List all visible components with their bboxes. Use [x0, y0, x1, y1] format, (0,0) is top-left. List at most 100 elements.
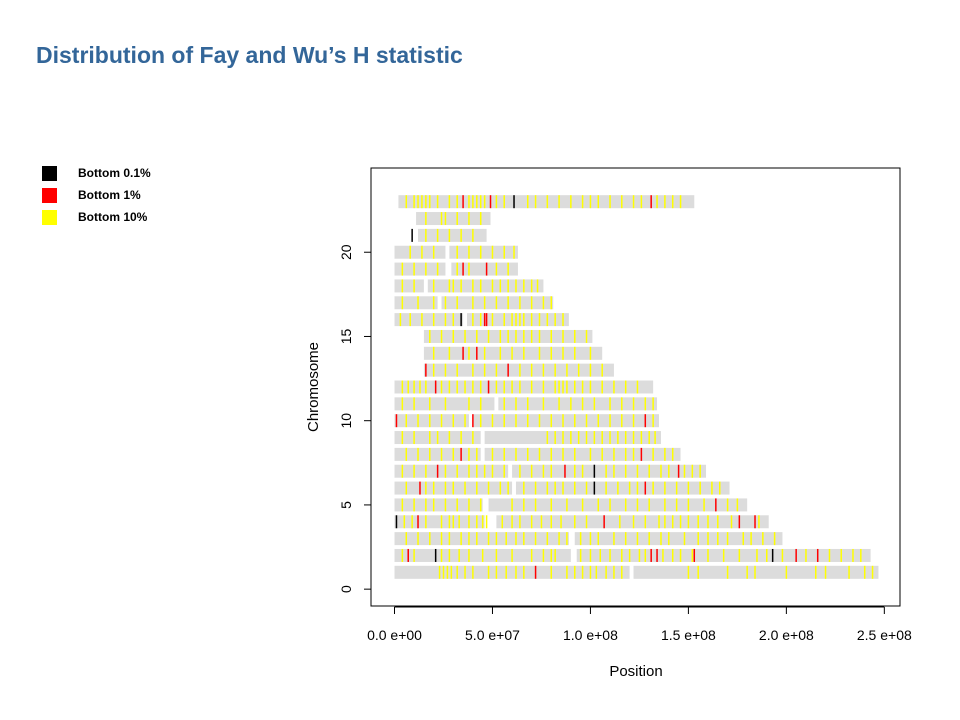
- mark-bottom-10: [609, 548, 611, 562]
- mark-bottom-10: [593, 397, 596, 411]
- legend-item-bottom-0-1: Bottom 0.1%: [42, 162, 151, 184]
- mark-bottom-10: [585, 515, 588, 529]
- mark-bottom-10: [401, 262, 404, 276]
- legend-swatch-black: [42, 165, 57, 181]
- mark-bottom-10: [589, 380, 592, 394]
- mark-bottom-10: [687, 481, 690, 495]
- mark-bottom-10: [429, 414, 431, 428]
- mark-bottom-10: [530, 548, 533, 562]
- mark-bottom-10: [664, 447, 666, 461]
- mark-bottom-10: [550, 447, 553, 461]
- mark-bottom-10: [487, 329, 490, 343]
- mark-bottom-10: [507, 279, 509, 293]
- mark-bottom-10: [589, 346, 592, 360]
- chromosome-segment: [488, 498, 748, 512]
- mark-bottom-10: [448, 380, 451, 394]
- mark-bottom-10: [464, 329, 466, 343]
- mark-bottom-10: [654, 431, 656, 445]
- mark-bottom-10: [621, 414, 623, 428]
- mark-bottom-10: [707, 515, 709, 529]
- mark-bottom-10: [534, 532, 537, 546]
- mark-bottom-10: [644, 548, 647, 562]
- mark-bottom-10: [458, 515, 460, 529]
- mark-bottom-10: [487, 481, 490, 495]
- mark-bottom-10: [476, 195, 478, 209]
- mark-bottom-10: [664, 195, 666, 209]
- mark-bottom-1: [417, 515, 419, 529]
- mark-bottom-10: [652, 447, 654, 461]
- mark-bottom-10: [664, 481, 666, 495]
- mark-bottom-10: [558, 380, 560, 394]
- mark-bottom-10: [585, 431, 588, 445]
- mark-bottom-10: [476, 447, 478, 461]
- mark-bottom-10: [448, 532, 451, 546]
- mark-bottom-10: [617, 481, 619, 495]
- mark-bottom-10: [613, 565, 615, 579]
- mark-bottom-10: [432, 245, 435, 259]
- mark-bottom-10: [750, 532, 752, 546]
- mark-bottom-10: [405, 195, 408, 209]
- mark-bottom-10: [609, 414, 611, 428]
- mark-bottom-10: [507, 296, 509, 310]
- mark-bottom-10: [485, 515, 488, 529]
- mark-bottom-10: [687, 565, 690, 579]
- mark-bottom-10: [746, 565, 748, 579]
- mark-bottom-10: [636, 498, 639, 512]
- legend-swatch-yellow: [42, 209, 57, 225]
- mark-bottom-10: [429, 397, 431, 411]
- mark-bottom-10: [476, 329, 478, 343]
- mark-bottom-10: [538, 329, 541, 343]
- mark-bottom-0-1: [395, 515, 398, 529]
- mark-bottom-10: [503, 195, 505, 209]
- mark-bottom-10: [479, 279, 482, 293]
- mark-bottom-0-1: [593, 464, 596, 478]
- mark-bottom-10: [546, 195, 549, 209]
- mark-bottom-1: [715, 498, 717, 512]
- mark-bottom-10: [417, 532, 419, 546]
- mark-bottom-10: [421, 313, 423, 327]
- mark-bottom-10: [401, 296, 404, 310]
- mark-bottom-10: [671, 447, 674, 461]
- chromosome-tracks: [394, 195, 879, 579]
- mark-bottom-10: [599, 548, 601, 562]
- mark-bottom-10: [691, 464, 694, 478]
- mark-bottom-10: [476, 481, 478, 495]
- chromosome-segment: [394, 515, 485, 529]
- x-axis-label: Position: [609, 663, 662, 680]
- mark-bottom-10: [662, 548, 664, 562]
- mark-bottom-10: [421, 195, 423, 209]
- mark-bottom-10: [754, 565, 756, 579]
- mark-bottom-10: [609, 195, 611, 209]
- mark-bottom-10: [562, 313, 564, 327]
- mark-bottom-10: [717, 532, 719, 546]
- mark-bottom-10: [429, 329, 431, 343]
- chromosome-segment: [498, 397, 658, 411]
- mark-bottom-10: [448, 515, 451, 529]
- mark-bottom-10: [487, 565, 490, 579]
- chromosome-segment: [394, 262, 446, 276]
- mark-bottom-1: [462, 195, 464, 209]
- mark-bottom-10: [472, 296, 474, 310]
- mark-bottom-10: [405, 447, 408, 461]
- mark-bottom-10: [648, 532, 650, 546]
- x-axis: 0.0 e+00 5.0 e+07 1.0 e+08 1.5 e+08 2.0 e+08…: [367, 606, 912, 643]
- mark-bottom-10: [636, 481, 639, 495]
- mark-bottom-1: [487, 380, 490, 394]
- mark-bottom-10: [624, 431, 627, 445]
- mark-bottom-10: [601, 380, 603, 394]
- mark-bottom-10: [452, 481, 455, 495]
- mark-bottom-10: [697, 532, 699, 546]
- mark-bottom-10: [499, 279, 502, 293]
- statistic-marks: [395, 195, 874, 579]
- mark-bottom-10: [440, 380, 443, 394]
- mark-bottom-10: [456, 380, 458, 394]
- mark-bottom-10: [448, 346, 451, 360]
- mark-bottom-10: [495, 296, 498, 310]
- mark-bottom-10: [499, 329, 502, 343]
- mark-bottom-10: [697, 515, 699, 529]
- mark-bottom-10: [515, 532, 517, 546]
- mark-bottom-1: [407, 548, 409, 562]
- mark-bottom-10: [699, 481, 701, 495]
- mark-bottom-10: [503, 313, 505, 327]
- mark-bottom-10: [472, 380, 474, 394]
